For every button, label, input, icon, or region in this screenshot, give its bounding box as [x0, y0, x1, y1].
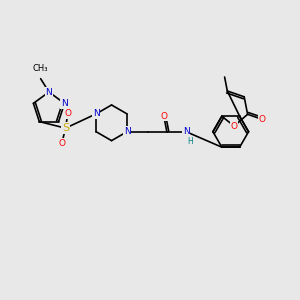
Text: N: N	[61, 99, 68, 108]
Text: H: H	[187, 137, 193, 146]
Text: S: S	[62, 123, 69, 133]
Text: N: N	[183, 127, 190, 136]
Text: O: O	[259, 115, 266, 124]
Text: O: O	[231, 122, 238, 130]
Text: N: N	[46, 88, 52, 97]
Text: O: O	[160, 112, 167, 121]
Text: O: O	[58, 139, 65, 148]
Text: N: N	[93, 110, 100, 118]
Text: O: O	[64, 109, 71, 118]
Text: CH₃: CH₃	[32, 64, 48, 73]
Text: N: N	[124, 127, 130, 136]
